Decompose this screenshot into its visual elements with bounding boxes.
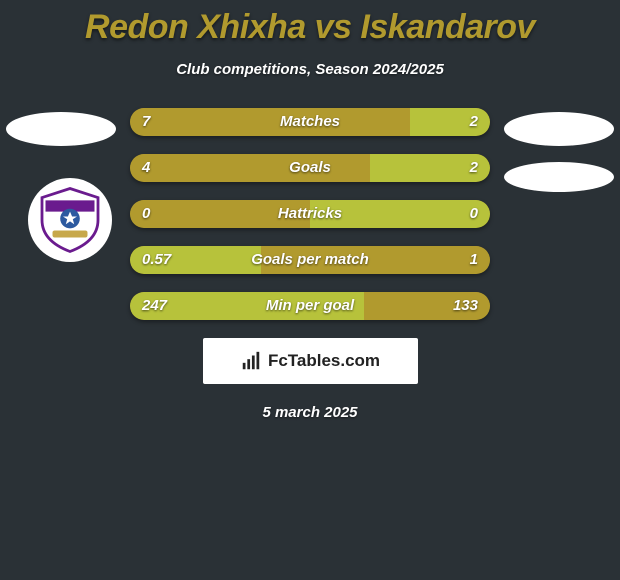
player-right-placeholder-2 — [504, 162, 614, 192]
stat-row: 00Hattricks — [130, 200, 490, 228]
comparison-chart: 72Matches 42Goals 00Hattricks 0.571Goals pe… — [0, 108, 620, 320]
stat-label: Goals per match — [130, 246, 490, 274]
stat-label: Hattricks — [130, 200, 490, 228]
club-badge — [28, 178, 112, 262]
stat-row: 72Matches — [130, 108, 490, 136]
date-label: 5 march 2025 — [0, 404, 620, 421]
brand-label: FcTables.com — [268, 351, 380, 371]
page-title: Redon Xhixha vs Iskandarov — [0, 8, 620, 47]
player-right-placeholder — [504, 112, 614, 146]
bar-chart-icon — [240, 350, 262, 372]
stat-row: 247133Min per goal — [130, 292, 490, 320]
stat-row: 42Goals — [130, 154, 490, 182]
shield-icon — [35, 185, 105, 255]
stat-label: Matches — [130, 108, 490, 136]
stat-row: 0.571Goals per match — [130, 246, 490, 274]
brand-footer: FcTables.com — [203, 338, 418, 384]
stat-label: Goals — [130, 154, 490, 182]
player-left-placeholder — [6, 112, 116, 146]
stat-label: Min per goal — [130, 292, 490, 320]
subtitle: Club competitions, Season 2024/2025 — [0, 61, 620, 78]
